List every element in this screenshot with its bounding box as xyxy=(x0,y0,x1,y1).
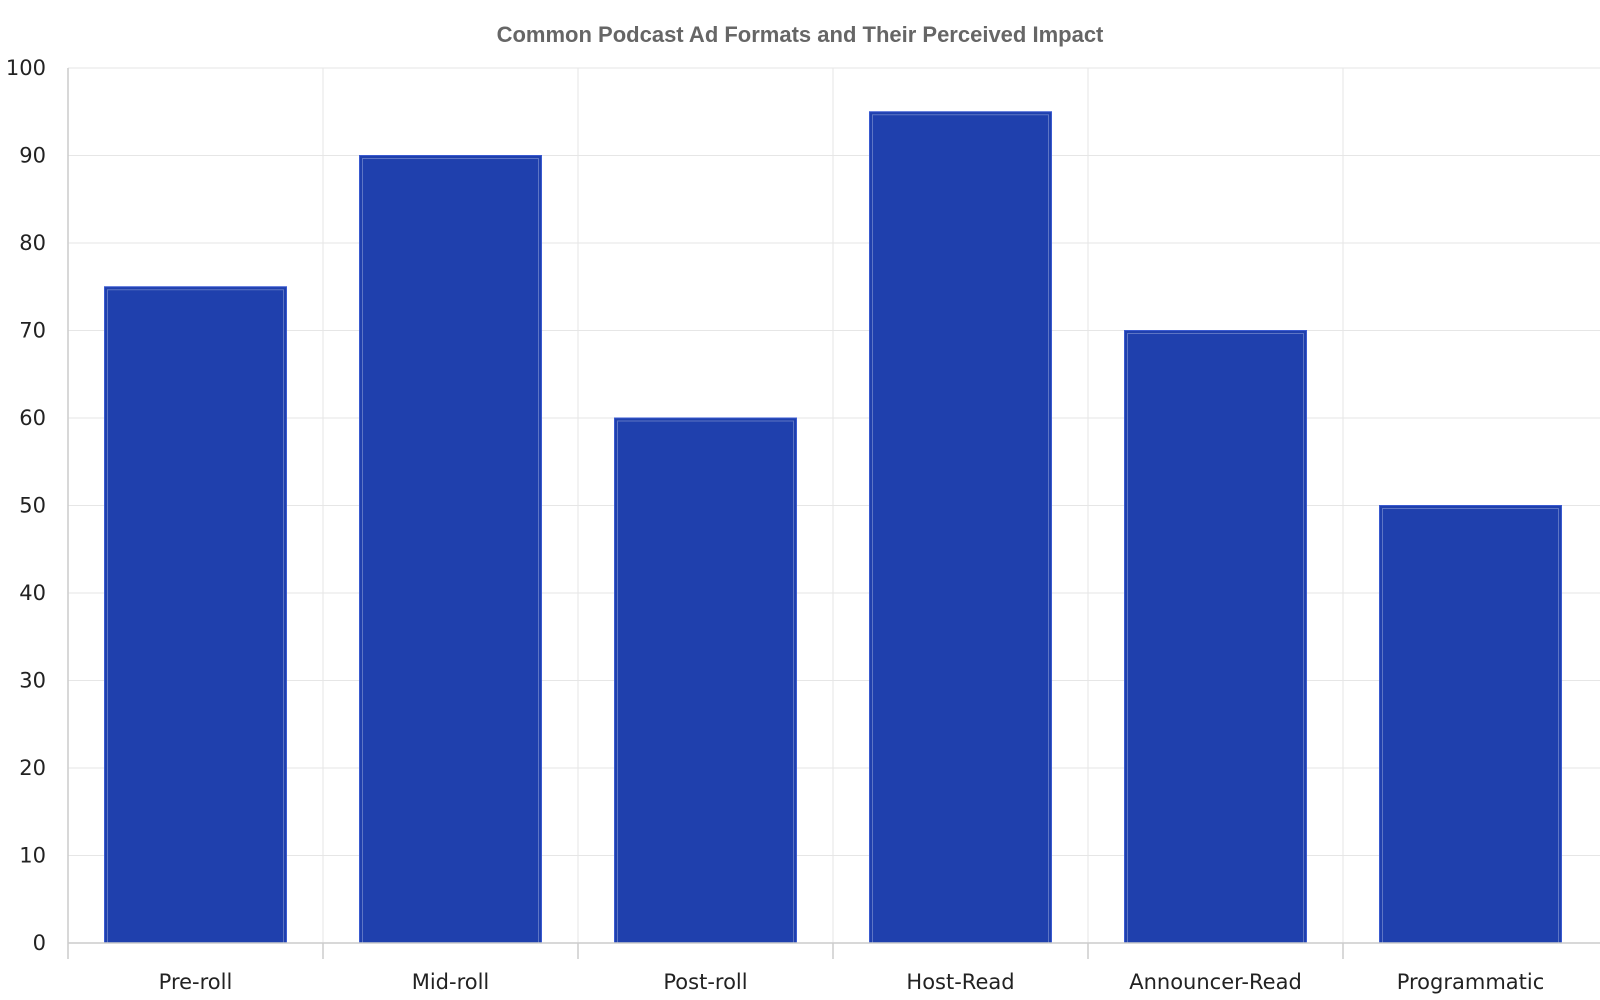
y-tick-label: 100 xyxy=(6,56,46,80)
bar xyxy=(614,417,797,944)
y-tick-label: 10 xyxy=(19,844,46,868)
bar xyxy=(1124,330,1307,944)
y-tick-label: 90 xyxy=(19,144,46,168)
chart-title: Common Podcast Ad Formats and Their Perc… xyxy=(497,22,1104,47)
y-tick-label: 80 xyxy=(19,231,46,255)
y-tick-label: 70 xyxy=(19,319,46,343)
bar-programmatic xyxy=(1379,505,1562,944)
label-layer: 0 10 20 30 40 50 60 70 80 90 100 Pre-roll Mid-roll Po… xyxy=(6,56,1544,994)
bar xyxy=(869,111,1052,944)
bar-pre-roll xyxy=(104,286,287,944)
x-tick-label: Announcer-Read xyxy=(1129,970,1302,994)
axis-layer xyxy=(67,68,1600,959)
grid-layer xyxy=(68,67,1600,943)
x-tick-label: Pre-roll xyxy=(159,970,233,994)
bar-mid-roll xyxy=(359,155,542,944)
bar-post-roll xyxy=(614,417,797,944)
y-tick-label: 0 xyxy=(33,931,46,955)
bar xyxy=(359,155,542,944)
y-tick-label: 20 xyxy=(19,756,46,780)
bar xyxy=(104,286,287,944)
x-tick-label: Post-roll xyxy=(663,970,747,994)
bar-layer xyxy=(104,111,1562,944)
y-tick-label: 50 xyxy=(19,494,46,518)
x-tick-label: Programmatic xyxy=(1397,970,1545,994)
y-tick-label: 40 xyxy=(19,581,46,605)
bar-announcer-read xyxy=(1124,330,1307,944)
bar xyxy=(1379,505,1562,944)
x-tick-label: Host-Read xyxy=(906,970,1014,994)
x-tick-label: Mid-roll xyxy=(412,970,490,994)
bar-host-read xyxy=(869,111,1052,944)
y-tick-label: 30 xyxy=(19,669,46,693)
y-tick-label: 60 xyxy=(19,406,46,430)
